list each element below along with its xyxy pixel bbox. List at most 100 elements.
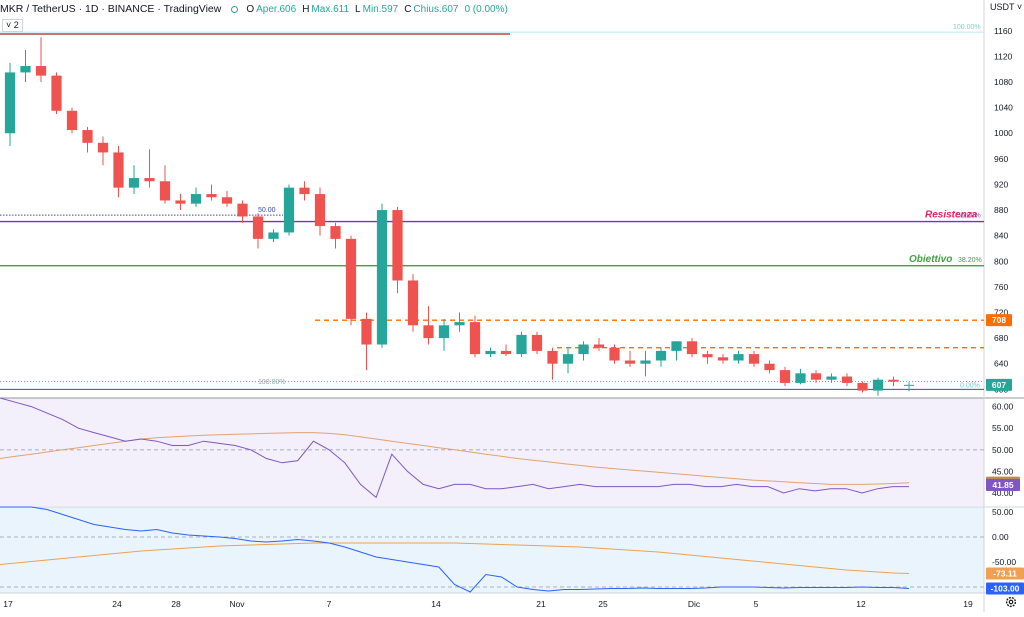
candle-body — [624, 360, 636, 364]
price-tick-label: 760 — [994, 282, 1008, 292]
candle-body — [578, 344, 589, 355]
candle-body — [299, 187, 310, 195]
candle-body — [531, 334, 543, 351]
candle-body — [268, 232, 279, 239]
candle-body — [345, 238, 357, 319]
close-label: C — [404, 3, 412, 15]
symbol-title[interactable]: MKR / TetherUS · 1D · BINANCE · TradingV… — [0, 3, 222, 15]
rsi-tick-label: 45.00 — [992, 466, 1014, 476]
price-tick-label: 880 — [994, 205, 1008, 215]
rsi-tick-label: 40.00 — [992, 488, 1014, 498]
high-label: H — [302, 3, 310, 15]
rsi-pane — [0, 398, 984, 506]
price-tick-label: 1160 — [994, 26, 1013, 36]
collapse-indicators-button[interactable]: ˅ 2 — [2, 19, 23, 32]
time-tick-label: 28 — [171, 599, 181, 609]
candle-body — [221, 197, 233, 204]
candle-body — [779, 370, 791, 383]
candle-body — [872, 379, 884, 391]
change-value: 0 (0.00%) — [464, 3, 508, 15]
price-tick-label: 720 — [994, 307, 1008, 317]
cci-badge — [986, 582, 1024, 595]
candle-body — [82, 130, 93, 143]
candle-body — [330, 226, 341, 239]
cci-tick-label: -50.00 — [992, 557, 1016, 567]
low-value: Min.597 — [362, 3, 399, 15]
time-tick-label: 25 — [598, 599, 608, 609]
candle-body — [500, 350, 512, 355]
candle-body — [702, 354, 713, 358]
time-tick-label: 5 — [754, 599, 759, 609]
low-label: L — [355, 3, 361, 15]
candle-body — [609, 347, 620, 361]
candle-body — [826, 376, 837, 380]
open-value: Aper.606 — [256, 3, 297, 15]
candle-body — [361, 318, 372, 345]
rsi-tick-label: 50.00 — [992, 445, 1014, 455]
time-tick-label: 24 — [112, 599, 122, 609]
cci-line — [0, 506, 910, 593]
candle-body — [35, 66, 47, 76]
resistance-pct: 50.00% — [957, 213, 981, 220]
cci-tick-label: 0.00 — [992, 532, 1009, 542]
target-pct: 38.20% — [958, 257, 982, 264]
candle-body — [748, 354, 760, 364]
candle-body — [128, 178, 140, 188]
price-tick-label: 960 — [994, 154, 1008, 164]
rsi-tick-label: 60.00 — [992, 402, 1014, 412]
candle-body — [283, 187, 295, 233]
candle-body — [795, 373, 806, 383]
left-fib-mid-pct: 50.00 — [258, 207, 276, 214]
high-value: Max.611 — [311, 3, 350, 15]
time-tick-label: Nov — [229, 599, 245, 609]
candle-body — [547, 350, 558, 364]
candle-body — [392, 210, 403, 281]
candle-body — [20, 66, 31, 73]
candle-body — [841, 376, 853, 383]
currency-label: USDT ˅ — [990, 2, 1022, 12]
left-fib-low-pct: 100.00% — [258, 379, 286, 386]
candle-body — [206, 194, 217, 198]
price-tick-label: 1040 — [994, 103, 1013, 113]
candle-body — [764, 363, 775, 371]
gear-icon[interactable] — [1004, 595, 1018, 609]
candle-body — [888, 379, 899, 382]
candle-body — [469, 322, 481, 355]
time-tick-label: 7 — [327, 599, 332, 609]
cci-pane — [0, 507, 984, 593]
candle-body — [159, 181, 171, 201]
candle-body — [562, 354, 574, 364]
candle-body — [857, 382, 868, 391]
cci-badge-label: -73.11 — [993, 569, 1017, 579]
price-tick-label: 640 — [994, 359, 1008, 369]
candle-body — [640, 360, 651, 364]
cci-ma-line — [0, 542, 910, 574]
time-tick-label: 14 — [431, 599, 441, 609]
candle-body — [190, 194, 202, 204]
candle-body — [314, 194, 326, 227]
rsi-line — [0, 397, 909, 499]
candle-body — [516, 334, 527, 355]
time-tick-label: 12 — [856, 599, 866, 609]
close-value: Chius.607 — [413, 3, 459, 15]
candle-body — [903, 384, 915, 386]
candle-body — [810, 373, 822, 380]
chart-header: MKR / TetherUS · 1D · BINANCE · TradingV… — [0, 0, 514, 18]
open-label: O — [246, 3, 255, 15]
rsi-badge — [986, 479, 1020, 492]
candle-body — [438, 325, 450, 339]
price-badge-label: 607 — [992, 380, 1006, 390]
candle-body — [113, 152, 124, 188]
candle-body — [717, 357, 729, 361]
time-tick-label: 17 — [3, 599, 13, 609]
price-tick-label: 1000 — [994, 128, 1013, 138]
candle-body — [66, 110, 78, 131]
fib-top-pct: 100.00% — [953, 24, 981, 31]
price-tick-label: 800 — [994, 256, 1008, 266]
cci-badge-label: -103.00 — [991, 584, 1020, 594]
time-tick-label: 21 — [536, 599, 546, 609]
cci-badge — [986, 567, 1024, 580]
candle-body — [97, 142, 109, 153]
